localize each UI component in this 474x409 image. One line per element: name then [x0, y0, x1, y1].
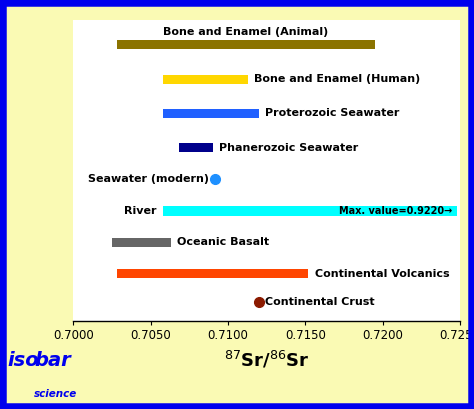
X-axis label: $^{87}$Sr/$^{86}$Sr: $^{87}$Sr/$^{86}$Sr [224, 349, 310, 371]
Text: River: River [124, 206, 157, 216]
Text: Oceanic Basalt: Oceanic Basalt [177, 237, 269, 247]
Text: Bone and Enamel (Human): Bone and Enamel (Human) [254, 74, 420, 84]
Text: iso: iso [7, 351, 39, 370]
Text: Bone and Enamel (Animal): Bone and Enamel (Animal) [163, 27, 328, 37]
Text: Seawater (modern): Seawater (modern) [88, 174, 209, 184]
Text: bar: bar [34, 351, 71, 370]
Text: Phanerozoic Seawater: Phanerozoic Seawater [219, 143, 358, 153]
Bar [179, 143, 212, 153]
Bar [163, 74, 248, 84]
Bar [163, 206, 456, 216]
Bar [112, 238, 171, 247]
Text: Proterozoic Seawater: Proterozoic Seawater [265, 108, 400, 119]
Text: Max. value=0.9220→: Max. value=0.9220→ [339, 206, 452, 216]
Text: Continental Crust: Continental Crust [265, 297, 375, 308]
Bar [117, 269, 309, 279]
Bar [117, 40, 375, 49]
Bar [163, 109, 259, 118]
Text: science: science [34, 389, 77, 399]
Text: Continental Volcanics: Continental Volcanics [315, 269, 449, 279]
